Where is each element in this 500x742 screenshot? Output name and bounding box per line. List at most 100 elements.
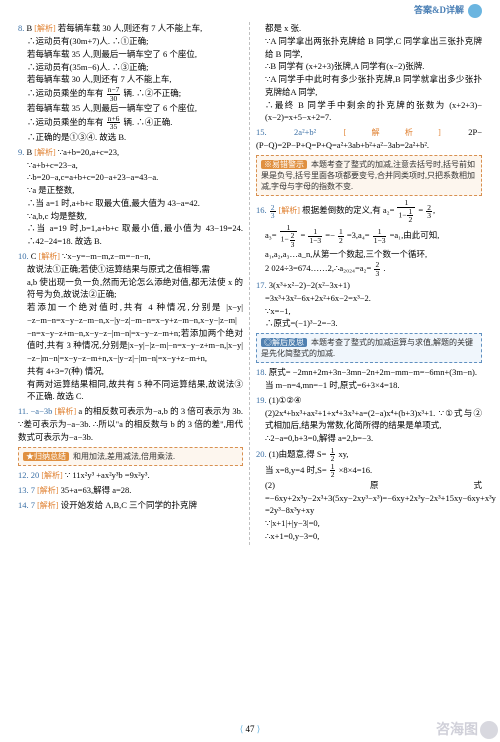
q8-l8: ∴正确的是①③④. 故选 B. [18, 131, 243, 144]
q9-l3: ∴b=20−a,c=a+b+c=20−a+23−a=43−a. [18, 171, 243, 184]
watermark-badge-icon [480, 721, 498, 739]
tip1-text: 和用加法,差用减法,倍用乘法. [73, 452, 175, 461]
q12: 12. 20 [解析] ∵ 11x²y³ +ax²y³b =9x²y³. [18, 469, 243, 482]
q20-num: 20. [256, 449, 267, 459]
q18: 18. 原式= −2mn+2m+3n−3mn−2n+2m−mm−m=−6mn+(… [256, 366, 482, 392]
q11-l1: a 的相反数可表示为−a,b 的 3 倍可表示为 3b. ∵差可表示为−a−3b… [18, 406, 243, 442]
tip-warning: ※易错警示 本题考查了整式的加减,注意去括号时,括号前如果是负号,括号里面各项都… [256, 155, 482, 197]
q9-l4: ∵a 是正整数, [18, 184, 243, 197]
q10-l1: ∵x−y=−m−m,z−m=−n−n, [62, 251, 151, 261]
q10-num: 10. [18, 251, 29, 261]
q16-f1b: 23 [426, 204, 432, 220]
tip-summary: ★归纳总结 和用加法,差用减法,倍用乘法. [18, 447, 243, 466]
q13-label: [解析] [37, 486, 58, 495]
q8-l1: 若每辆车载 30 人,则还有 7 人不能上车, [58, 23, 203, 33]
q9-l1: ∵a+b=20,a+c=23, [58, 147, 119, 157]
q18-l1: 原式= −2mn+2m+3n−3mn−2n+2m−mm−m=−6mn+(3m−n… [269, 367, 477, 377]
q10-label: [解析] [39, 252, 60, 261]
page-number: ⟨ 47 ⟩ [240, 723, 261, 737]
q10-l2: 故说法①正确;若使①运算结果与原式之值相等,需 [18, 263, 243, 276]
q10: 10. C [解析] ∵x−y=−m−m,z−m=−n−n, 故说法①正确;若使… [18, 250, 243, 403]
q8-l2: ∴运动员有(30m+7)人. ∴①正确; [18, 35, 243, 48]
q17: 17. 3(x³+x²−2)−2(x²−3x+1) =3x³+3x²−6x+2x… [256, 279, 482, 330]
q13: 13. 7 [解析] 35+a=63,解得 a=28. [18, 484, 243, 497]
q8-l5-frac: ∴运动员乘坐的车有 n−730 辆. ∴②不正确; [18, 86, 243, 102]
q17-l1: 3(x³+x²−2)−2(x²−3x+1) [269, 280, 350, 290]
q16-num: 16. [256, 206, 267, 216]
page-number-value: 47 [246, 724, 255, 734]
q14-l1: 设开始发给 A,B,C 三个同学的扑克牌 [61, 500, 197, 510]
watermark-text: 咨海图 [436, 719, 478, 740]
q14c-l4: ∵A 同学手中此时有多少张扑克牌,B 同学就拿出多少张扑克牌给A 同学, [256, 73, 482, 99]
q12-num: 12. [18, 470, 29, 480]
q15-ans: 2a²+b² [294, 127, 316, 137]
q9-l5: ∴当 a=1 时,a+b+c 取最大值,最大值为 43−a=42. [18, 197, 243, 210]
q16: 16. 23 [解析] 根据差倒数的定义,有 a₂= 11−12 = 23, a… [256, 199, 482, 277]
q11-ans: −a−3b [31, 406, 53, 416]
q19-l3: ∴2−a=0,b+3=0,解得 a=2,b=−3. [256, 432, 482, 445]
q8-l6: 若每辆车载 35 人,则最后一辆车空了 6 个座位, [18, 102, 243, 115]
q18-num: 18. [256, 367, 267, 377]
q14-num: 14. [18, 500, 29, 510]
q20-l4: =2y³−8x³y+xy [256, 504, 482, 517]
q12-label: [解析] [41, 471, 62, 480]
q13-ans: 7 [31, 485, 35, 495]
q19-l1: (1)①②④ [269, 395, 302, 405]
q14-label: [解析] [37, 501, 58, 510]
q8-ans: B [27, 23, 33, 33]
q8-l5a: 若每辆车载 30 人,则还有 7 人不能上车, [18, 73, 243, 86]
frac-n6-35: n+635 [107, 115, 121, 131]
q11-label: [解析] [55, 407, 77, 416]
q18-l2: 当 m−n=4,mn=−1 时,原式=6+3×4=18. [256, 379, 482, 392]
q9-ans: B [27, 147, 33, 157]
q16-f1: 11−12 [397, 199, 415, 224]
q9-l2: ∵a+b+c=23−a, [18, 159, 243, 172]
content-columns: 8. B [解析] 若每辆车载 30 人,则还有 7 人不能上车, ∴运动员有(… [0, 20, 500, 545]
q10-l3: a,b 使出现一负一负,然而无论怎么添绝对值,都无法使 x 的符号为负,故说法②… [18, 276, 243, 302]
q11: 11. −a−3b [解析] a 的相反数可表示为−a,b 的 3 倍可表示为 … [18, 405, 243, 444]
header-title: 答案&D详解 [414, 4, 464, 18]
q11-num: 11. [18, 406, 28, 416]
q8-l4: ∴运动员有(35m−6)人. ∴③正确; [18, 61, 243, 74]
q14: 14. 7 [解析] 设开始发给 A,B,C 三个同学的扑克牌 [18, 499, 243, 512]
q13-l1: 35+a=63,解得 a=28. [61, 485, 132, 495]
q20-l1: (1)由题意,得 S= 12 xy, [269, 449, 349, 459]
q17-l4: ∴原式=(−1)³−2=−3. [256, 317, 482, 330]
q10-l5: 共有 4+3=7(种) 情况, [18, 365, 243, 378]
q10-ans: C [31, 251, 37, 261]
q17-num: 17. [256, 280, 267, 290]
q14c-l2: ∵A 同学拿出两张扑克牌给 B 同学,C 同学拿出三张扑克牌给 B 同学, [256, 35, 482, 61]
q19-l2: (2)2x⁴+bx³+ax²+1+x⁴+3x³+a=(2−a)x⁴+(b+3)x… [256, 407, 482, 433]
q13-num: 13. [18, 485, 29, 495]
q15-label: [解析] [344, 128, 441, 137]
q19: 19. (1)①②④ (2)2x⁴+bx³+ax²+1+x⁴+3x³+a=(2−… [256, 394, 482, 445]
q14c-l3: ∴B 同学有 (x+2+3)张牌,A 同学有(x−2)张牌. [256, 60, 482, 73]
q16-label: [解析] [279, 207, 300, 216]
q16-l1a: 根据差倒数的定义,有 a₂= [302, 206, 394, 216]
q20-l3: (2)原式=−6xy+2x³y−2x³+3(5xy−2xy³−x³)=−6xy+… [256, 479, 482, 505]
q9-l7: ∴当 a=19 时,b=1,a+b+c 取最小值,最小值为 43−19=24. … [18, 222, 243, 248]
tip2-label: ※易错警示 [261, 160, 307, 169]
q9: 9. B [解析] ∵a+b=20,a+c=23, ∵a+b+c=23−a, ∴… [18, 146, 243, 248]
q20-l6: ∴x+1=0,y−3=0, [256, 530, 482, 543]
q20: 20. (1)由题意,得 S= 12 xy, 当 x=8,y=4 时,S= 12… [256, 447, 482, 543]
q14-cont: 都是 x 张. ∵A 同学拿出两张扑克牌给 B 同学,C 同学拿出三张扑克牌给 … [256, 22, 482, 124]
q12-ans: 20 [31, 470, 40, 480]
q8-l3: 若每辆车载 35 人,则最后一辆车空了 6 个座位, [18, 48, 243, 61]
q14c-l5: ∴最终 B 同学手中剩余的扑克牌的张数为 (x+2+3)−(x−2)=x+5−x… [256, 99, 482, 125]
bracket-left-icon: ⟨ [240, 724, 244, 734]
q8: 8. B [解析] 若每辆车载 30 人,则还有 7 人不能上车, ∴运动员有(… [18, 22, 243, 144]
q14-ans: 7 [31, 500, 35, 510]
q10-l6: 有两对运算结果相同,故共有 5 种不同运算结果,故说法③不正确. 故选 C. [18, 378, 243, 404]
frac-n7-30: n−730 [107, 86, 121, 102]
q8-num: 8. [18, 23, 24, 33]
q19-num: 19. [256, 395, 267, 405]
q16-l3: a₁,a₂,a₃…a_n,从第一个数起,三个数一个循环, [256, 248, 482, 261]
header-badge-icon [468, 4, 482, 18]
q17-l3: ∵x=−1, [256, 305, 482, 318]
q17-l2: =3x³+3x²−6x+2x²+6x−2=x³−2. [256, 292, 482, 305]
q9-l6: ∵a,b,c 均是整数, [18, 210, 243, 223]
bracket-right-icon: ⟩ [257, 724, 261, 734]
q9-label: [解析] [34, 148, 55, 157]
q10-l4: 若添加一个绝对值时,共有 4 种情况,分别是 |x−y|−z−m−n=x−y−z… [18, 301, 243, 365]
